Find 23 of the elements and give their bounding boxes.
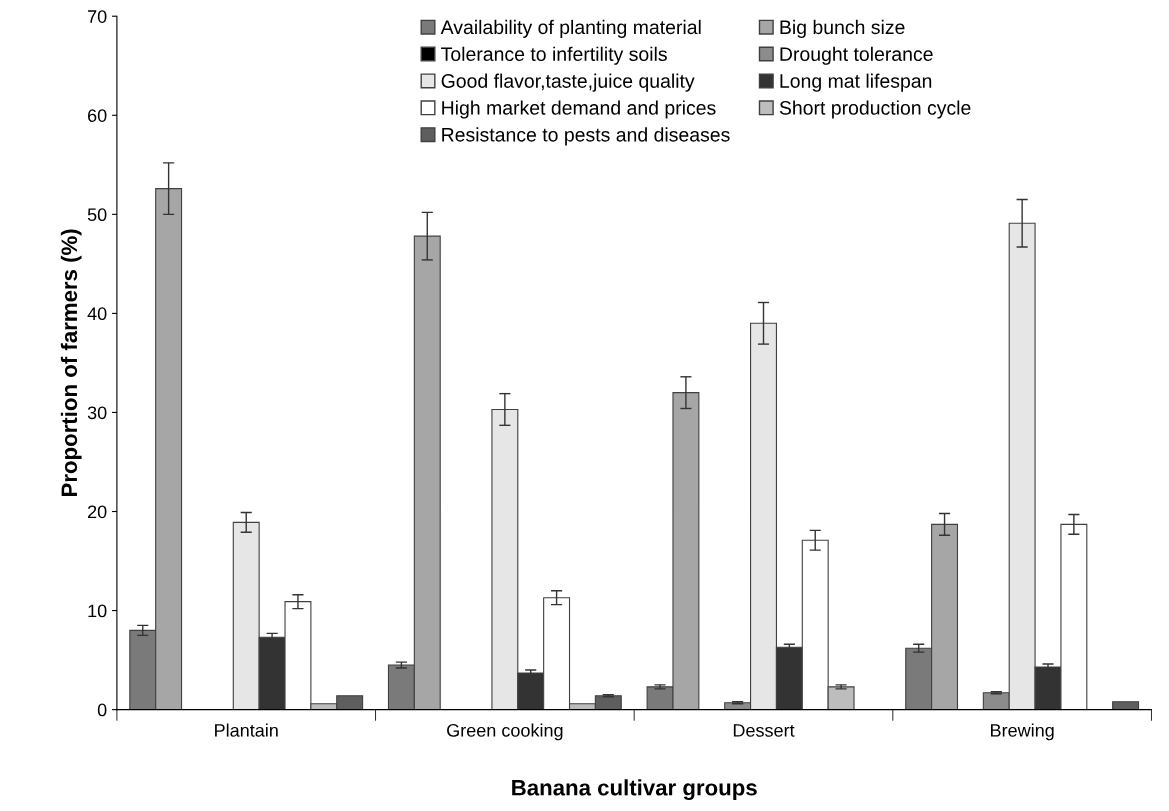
y-tick-label: 50 (87, 208, 107, 222)
y-tick-label: 40 (87, 307, 107, 321)
x-axis-title: Banana cultivar groups (512, 779, 757, 801)
y-tick-label: 30 (87, 406, 107, 420)
legend-label: Tolerance to infertility soils (441, 46, 667, 65)
legend-label: Big bunch size (780, 19, 905, 38)
y-axis-title: Proportion of farmers (%) (60, 229, 82, 497)
legend-label: Good flavor,taste,juice quality (441, 73, 695, 92)
y-tick-label: 20 (88, 505, 107, 519)
x-tick-label: Green cooking (447, 723, 563, 741)
legend-label: Resistance to pests and diseases (442, 127, 730, 146)
y-tick-label: 70 (88, 10, 107, 23)
legend-label: Long mat lifespan (780, 73, 932, 92)
legend-label: Availability of planting material (440, 19, 701, 38)
x-tick-label: Plantain (215, 723, 278, 737)
y-tick-label: 60 (88, 109, 107, 122)
y-tick-label: 0 (97, 703, 107, 717)
legend-label: Short production cycle (779, 100, 971, 119)
y-tick-label: 10 (88, 604, 107, 618)
x-tick-label: Dessert (733, 724, 795, 737)
legend-label: Drought tolerance (780, 46, 933, 65)
legend-label: High market demand and prices (442, 100, 716, 119)
x-tick-label: Brewing (991, 723, 1054, 741)
